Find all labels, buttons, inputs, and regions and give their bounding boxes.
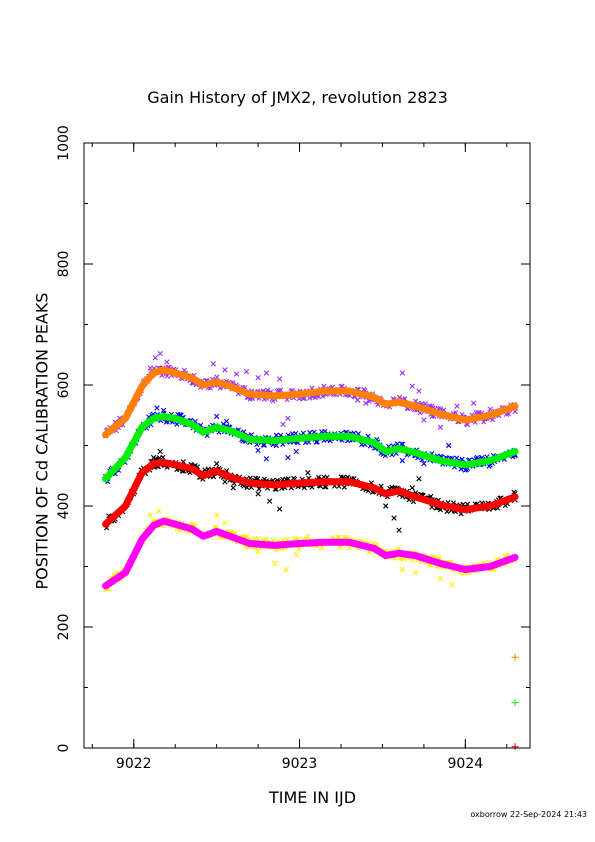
fit-line-1 [102,412,519,483]
scatter-point-0-20 [421,417,427,423]
series-0 [102,350,519,439]
scatter-point-2-18 [416,476,422,482]
scatter-point-2-15 [391,515,397,521]
scatter-point-0-15 [354,397,361,403]
scatter-point-0-24 [470,400,477,406]
scatter-point-0-9 [255,375,261,381]
series-1 [102,405,519,485]
scatter-point-3-10 [293,551,299,558]
scatter-point-3-9 [283,566,289,573]
scatter-point-3-11 [305,533,311,539]
marker-2 [511,743,519,751]
scatter-point-0-23 [454,403,460,409]
scatter-point-1-1 [154,405,160,411]
scatter-point-3-12 [399,566,406,573]
scatter-point-3-16 [449,581,455,588]
y-tick-label-2: 400 [56,493,72,520]
scatter-point-3-8 [271,560,278,567]
y-tick-label-5: 1000 [56,125,72,161]
x-axis-label: TIME IN IJD [268,788,357,807]
scatter-point-0-10 [263,370,270,376]
scatter-point-1-10 [285,454,291,461]
scatter-point-0-22 [437,424,444,431]
scatter-point-0-6 [222,367,228,373]
scatter-point-2-10 [267,498,273,504]
scatter-point-2-1 [157,448,163,455]
scatter-point-1-2 [160,407,167,414]
axes: 9022 9023 9024 0 200 400 600 800 1000 [56,125,530,772]
scatter-point-3-7 [255,548,261,555]
scatter-point-3-6 [243,533,250,539]
scatter-point-2-16 [396,527,402,533]
footer-credit: oxborrow 22-Sep-2024 21:43 [470,810,587,819]
scatter-point-1-7 [255,447,261,454]
scatter-point-0-19 [416,388,422,394]
scatter-point-2-0 [150,454,157,461]
scatter-point-0-2 [152,355,158,361]
scatter-point-0-3 [157,350,163,357]
plot-frame [83,142,531,749]
scatter-point-1-3 [213,413,220,420]
scatter-point-2-6 [222,479,228,485]
scatter-point-3-15 [437,575,444,582]
scatter-band-3 [102,516,518,593]
scatter-band-0 [102,364,518,439]
scatter-point-0-4 [164,359,170,365]
series-3 [102,508,519,593]
scatter-point-3-1 [155,508,162,514]
scatter-point-1-13 [399,457,406,464]
series-2 [102,448,519,533]
scatter-point-1-17 [446,442,452,449]
scatter-point-0-17 [399,370,406,376]
scatter-point-0-5 [210,361,217,367]
scatter-point-0-14 [285,415,291,421]
scatter-point-0-16 [363,400,369,406]
fit-line-3 [102,517,519,590]
y-tick-label-3: 600 [56,372,72,399]
x-tick-label-1: 9023 [282,756,318,772]
plot-marks [102,350,519,751]
scatter-point-2-13 [305,470,311,476]
chart-title: Gain History of JMX2, revolution 2823 [147,88,448,107]
x-tick-label-2: 9024 [448,756,484,772]
marker-1 [511,699,519,707]
scatter-point-1-11 [293,448,299,455]
fit-line-0 [102,366,519,439]
scatter-point-0-13 [280,421,286,428]
scatter-point-2-9 [255,491,261,497]
scatter-point-3-4 [222,520,228,526]
x-tick-label-0: 9022 [116,756,152,772]
y-tick-label-4: 800 [56,251,72,278]
scatter-point-0-8 [243,369,250,375]
scatter-point-3-3 [213,512,220,518]
scatter-point-3-13 [412,569,419,576]
scatter-point-2-17 [409,485,415,491]
marker-0 [511,653,519,661]
scatter-point-1-4 [223,418,230,424]
scatter-point-2-11 [276,506,283,512]
scatter-point-0-25 [487,406,493,412]
scatter-point-0-7 [233,371,240,377]
scatter-point-2-7 [230,485,236,491]
fit-line-2 [102,458,519,528]
scatter-point-2-5 [213,460,220,467]
scatter-point-1-8 [263,456,270,462]
scatter-point-0-1 [147,365,154,371]
scatter-point-2-14 [383,503,389,509]
scatter-band-1 [102,410,518,485]
y-tick-label-0: 0 [56,744,72,753]
y-tick-label-1: 200 [56,614,72,641]
scatter-point-0-11 [276,376,283,382]
scatter-point-0-18 [409,383,415,389]
scatter-point-3-0 [147,512,154,518]
scatter-point-1-15 [421,460,427,467]
